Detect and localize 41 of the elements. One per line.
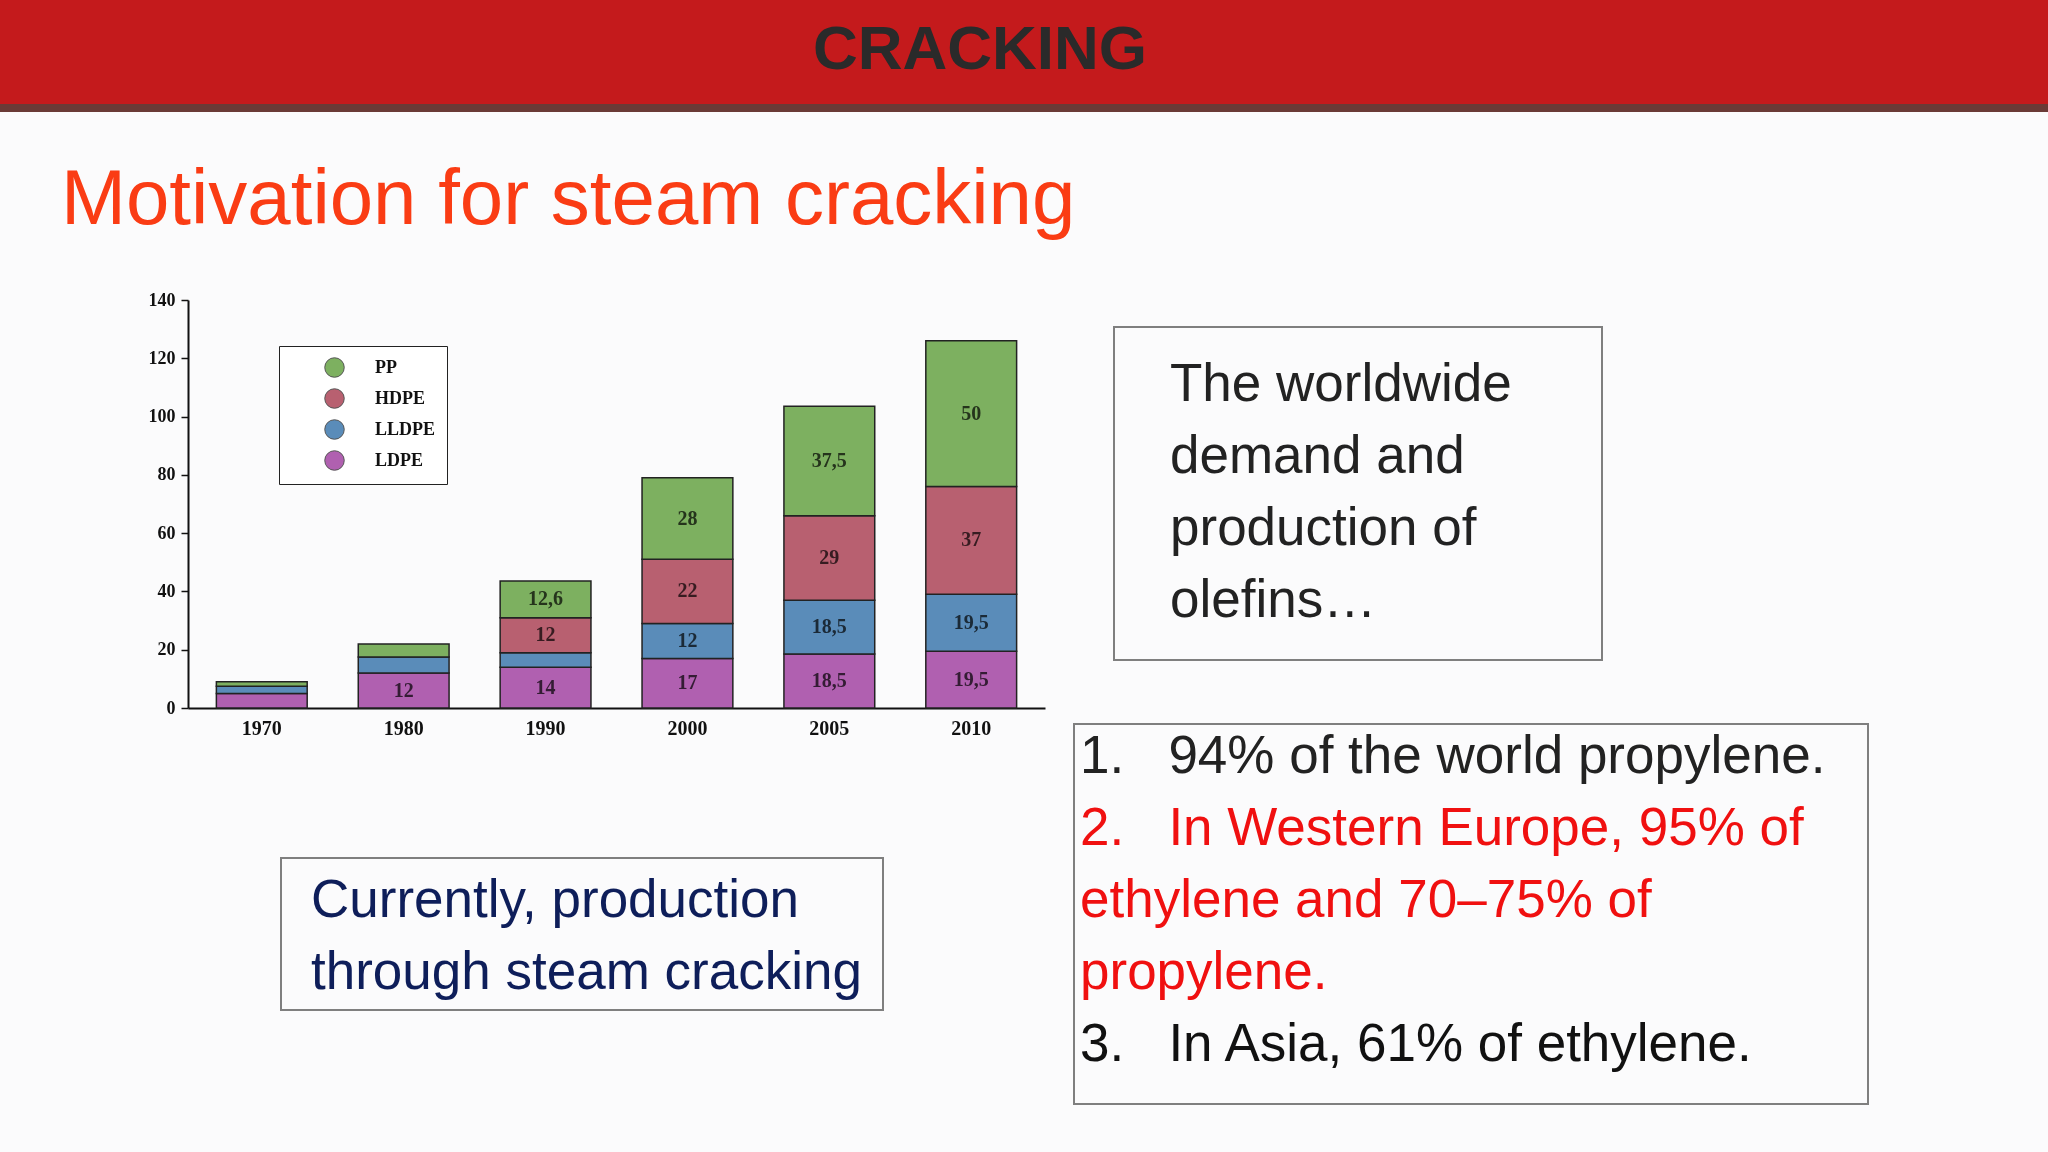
text: 3. In Asia, 61% of ethylene.	[1080, 1013, 1752, 1072]
data-label: 14	[535, 675, 556, 698]
chart-subtitle: Motivation for steam cracking	[61, 153, 1076, 241]
data-label: 28	[677, 506, 698, 529]
data-label: 18,5	[811, 615, 847, 638]
legend-label: LLDPE	[375, 418, 436, 439]
x-tick-label: 1990	[525, 716, 566, 739]
data-label: 22	[677, 579, 698, 602]
chart-title: CRACKING	[812, 13, 1148, 82]
data-label: 37	[961, 528, 982, 551]
data-label: 19,5	[953, 667, 989, 690]
data-label: 12	[393, 678, 414, 701]
x-tick-label: 2010	[951, 716, 992, 739]
y-tick-label: 120	[148, 347, 176, 368]
legend-label: LDPE	[375, 449, 424, 470]
x-tick-label: 2000	[667, 716, 708, 739]
data-label: 19,5	[953, 610, 989, 633]
x-tick-label: 1970	[241, 716, 282, 739]
y-tick-label: 100	[148, 406, 176, 427]
y-tick-label: 140	[148, 289, 176, 310]
data-label: 12	[535, 623, 556, 646]
data-label: 50	[961, 401, 982, 424]
text: Currently, production through steam cracking	[311, 869, 862, 1000]
x-tick-label: 2005	[809, 716, 850, 739]
text: The worldwide demand and production of olefins…	[1170, 353, 1512, 628]
text: 1. 94% of the world propylene.	[1080, 725, 1826, 784]
data-label: 37,5	[811, 449, 847, 472]
y-tick-label: 40	[157, 580, 176, 601]
y-tick-label: 60	[157, 522, 176, 543]
x-tick-label: 1980	[383, 716, 424, 739]
data-label: 18,5	[811, 669, 847, 692]
data-label: 29	[819, 545, 840, 568]
data-label: 12,6	[528, 587, 564, 610]
data-label: 17	[677, 671, 698, 694]
text: 2. In Western Europe, 95% of ethylene and 70–75% of propylene.	[1080, 797, 1805, 1000]
legend-label: PP	[375, 356, 397, 377]
data-label: 12	[677, 628, 698, 651]
y-tick-label: 80	[157, 464, 176, 485]
y-tick-label: 0	[166, 697, 176, 718]
legend-label: HDPE	[375, 387, 426, 408]
y-tick-label: 20	[157, 639, 176, 660]
